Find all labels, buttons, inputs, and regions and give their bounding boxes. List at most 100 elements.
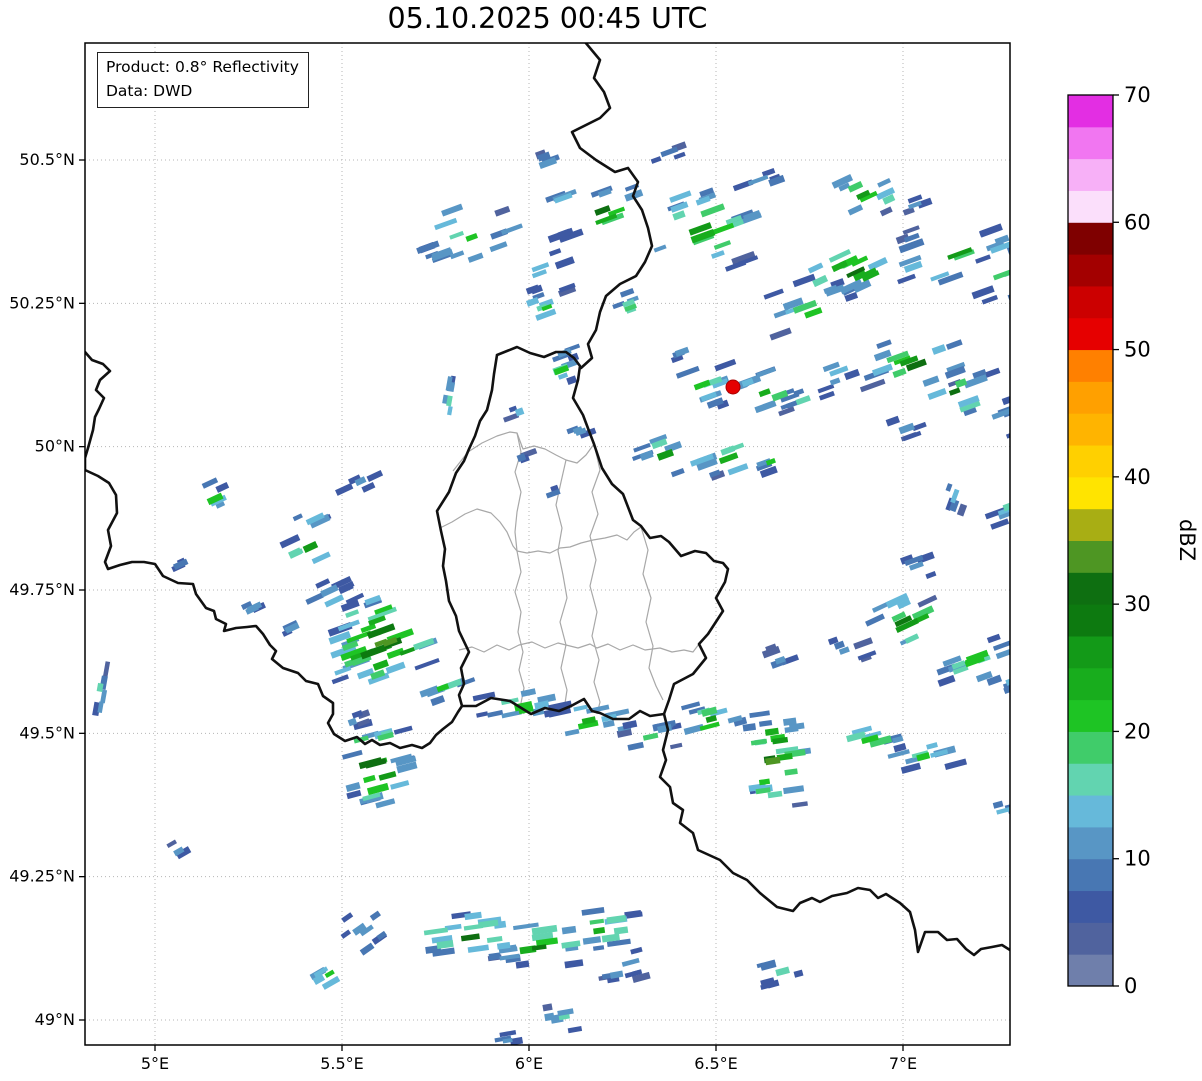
radar-cell <box>215 501 226 509</box>
radar-cell <box>793 388 805 397</box>
radar-cell <box>750 738 768 746</box>
radar-cell <box>345 609 360 618</box>
radar-cell <box>778 406 795 417</box>
radar-cell <box>900 762 922 774</box>
radar-cell <box>476 711 489 718</box>
radar-cell <box>650 156 662 164</box>
radar-cell <box>279 534 301 549</box>
radar-cell <box>792 273 816 288</box>
radar-cell <box>930 271 950 282</box>
radar-cell <box>710 250 725 259</box>
radar-cell <box>902 225 920 235</box>
radar-cell <box>893 743 907 753</box>
colorbar-band <box>1068 922 1113 955</box>
radar-cell <box>669 742 683 750</box>
radar-cell <box>564 959 584 969</box>
colorbar-band <box>1068 317 1113 351</box>
radar-cell <box>765 458 776 466</box>
radar-cell <box>487 709 504 718</box>
radar-cell <box>894 615 913 628</box>
radar-cell <box>708 469 721 478</box>
radar-reflectivity-layer <box>92 141 1025 1045</box>
radar-cell <box>758 719 773 727</box>
radar-cell <box>431 248 454 262</box>
radar-cell <box>488 952 501 961</box>
radar-cell <box>865 613 885 627</box>
radar-cell <box>436 939 454 950</box>
radar-cell <box>1002 407 1010 418</box>
radar-cell <box>783 785 805 795</box>
y-tick-label: 50°N <box>35 437 75 456</box>
radar-cell <box>947 247 973 260</box>
radar-cell <box>747 174 769 186</box>
radar-cell <box>829 365 849 377</box>
radar-cell <box>496 941 511 950</box>
radar-cell <box>305 512 325 526</box>
radar-cell <box>609 970 624 979</box>
radar-cell <box>861 270 880 282</box>
radar-site-marker <box>725 379 741 395</box>
radar-cell <box>423 927 448 936</box>
radar-cell <box>991 408 1010 420</box>
radar-cell <box>500 223 523 235</box>
radar-cell <box>776 752 793 762</box>
radar-cell <box>945 483 953 492</box>
radar-cell <box>612 300 626 310</box>
radar-cell <box>357 709 371 720</box>
radar-cell <box>827 636 839 646</box>
radar-cell <box>649 434 668 445</box>
radar-cell <box>441 203 464 217</box>
radar-cell <box>905 358 927 372</box>
radar-cell <box>1013 680 1025 689</box>
radar-cell <box>542 1003 553 1012</box>
radar-cell <box>887 749 910 759</box>
radar-cell <box>622 720 638 730</box>
radar-cell <box>206 492 224 506</box>
radar-cell <box>838 646 850 655</box>
radar-cell <box>345 592 365 605</box>
radar-cell <box>1001 392 1010 406</box>
radar-cell <box>760 962 777 971</box>
radar-cell <box>346 630 372 644</box>
x-tick-label: 6.5°E <box>694 1054 738 1073</box>
radar-cell <box>807 262 824 274</box>
radar-cell <box>911 750 929 759</box>
radar-cell <box>818 390 835 401</box>
district-border <box>640 526 664 701</box>
radar-cell <box>706 397 724 409</box>
radar-cell <box>992 269 1010 281</box>
colorbar-band <box>1068 954 1113 987</box>
radar-cell <box>520 688 537 698</box>
radar-cell <box>451 911 472 920</box>
colorbar-band <box>1068 381 1113 414</box>
plot-title: 05.10.2025 00:45 UTC <box>387 2 708 35</box>
radar-cell <box>674 346 690 357</box>
radar-cell <box>613 926 629 935</box>
radar-cell <box>498 946 518 954</box>
radar-cell <box>705 714 718 724</box>
radar-cell <box>829 377 841 386</box>
radar-cell <box>1015 405 1025 413</box>
colorbar-band <box>1068 890 1113 923</box>
radar-cell <box>852 269 867 282</box>
radar-cell <box>572 426 583 435</box>
radar-cell <box>768 174 786 187</box>
radar-cell <box>948 499 960 513</box>
radar-cell <box>566 375 578 386</box>
radar-cell <box>696 457 718 471</box>
radar-cell <box>784 768 798 776</box>
radar-cell <box>531 269 547 279</box>
radar-cell <box>922 375 940 387</box>
radar-cell <box>946 361 966 373</box>
radar-cell <box>764 727 779 736</box>
radar-cell <box>374 638 388 648</box>
radar-cell <box>447 405 453 416</box>
radar-cell <box>581 907 605 916</box>
radar-cell <box>963 406 977 417</box>
radar-cell <box>952 665 969 675</box>
radar-cell <box>377 731 394 742</box>
radar-cell <box>96 682 104 692</box>
radar-cell <box>937 271 964 286</box>
radar-cell <box>699 721 720 731</box>
radar-cell <box>413 637 435 651</box>
